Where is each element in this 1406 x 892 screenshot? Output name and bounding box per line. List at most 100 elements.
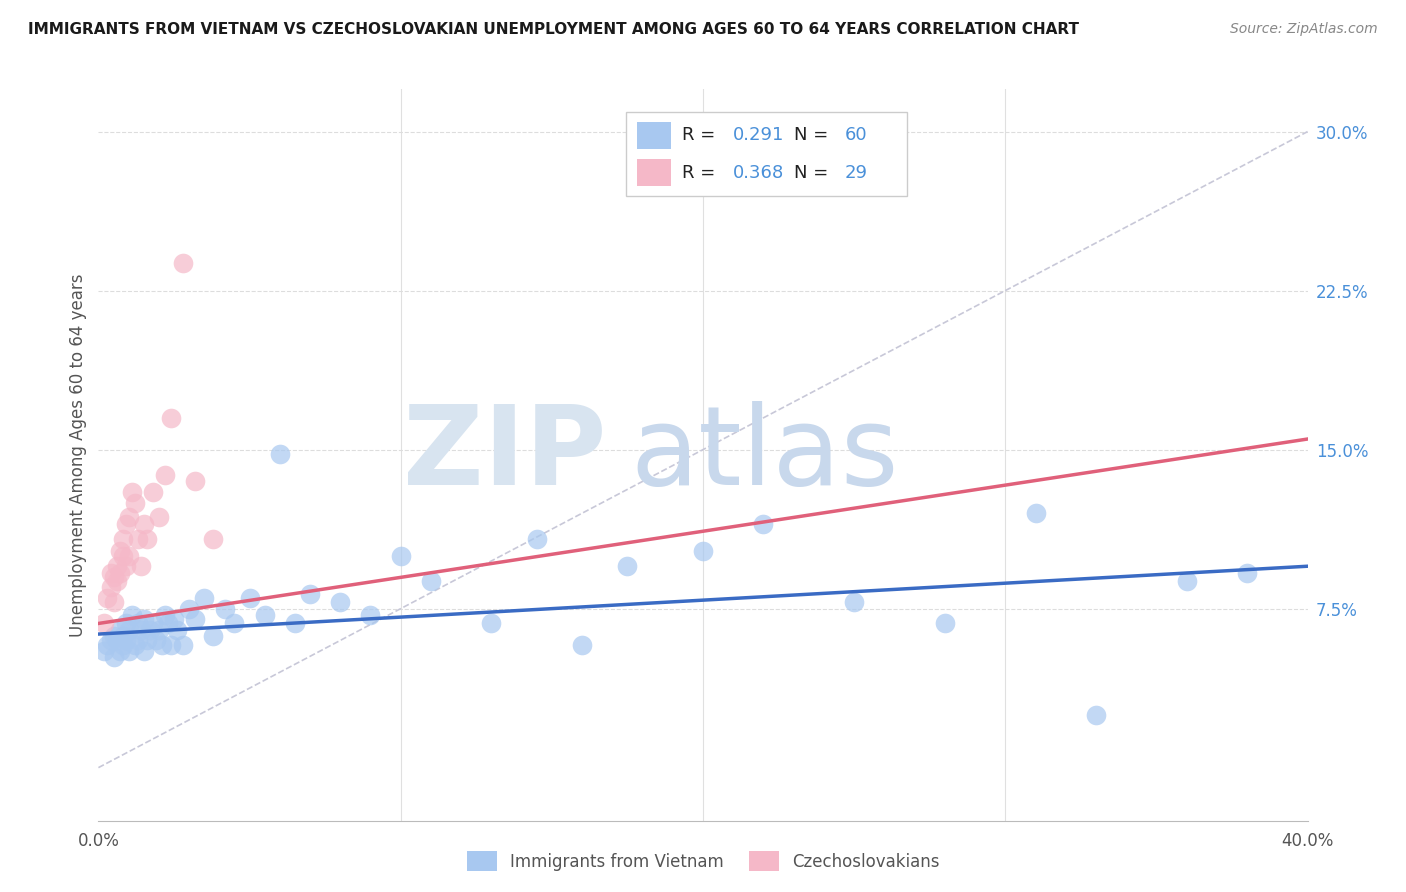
Point [172,256,194,270]
Point [184,612,207,626]
Point [153,607,176,622]
Point [108,623,131,637]
Point [127,633,149,648]
Point [105,574,128,588]
Point [100,581,122,595]
Point [105,559,128,574]
Point [96,591,118,605]
Point [752,516,775,531]
Point [105,633,128,648]
Point [145,633,167,648]
Text: 29: 29 [845,163,868,181]
Point [111,629,134,643]
Point [202,532,225,546]
Point [1085,707,1108,722]
Point [114,516,136,531]
Point [96,638,118,652]
Text: 0.291: 0.291 [733,127,785,145]
Legend: Immigrants from Vietnam, Czechoslovakians: Immigrants from Vietnam, Czechoslovakian… [460,845,946,878]
Point [329,595,352,609]
Point [103,595,125,609]
Point [166,623,188,637]
Text: N =: N = [794,163,834,181]
Point [184,475,207,489]
Point [142,616,165,631]
Bar [637,121,671,149]
Point [108,566,131,580]
Bar [637,159,671,186]
Point [934,616,956,631]
Point [389,549,412,563]
Point [118,623,141,637]
Y-axis label: Unemployment Among Ages 60 to 64 years: Unemployment Among Ages 60 to 64 years [69,273,87,637]
Point [103,629,125,643]
Text: atlas: atlas [630,401,898,508]
Point [148,623,170,637]
Point [118,510,141,524]
Point [193,591,215,605]
Text: N =: N = [794,127,834,145]
Point [132,644,155,658]
Point [121,607,143,622]
Text: 60: 60 [845,127,868,145]
Point [139,623,162,637]
Point [108,544,131,558]
Point [526,532,548,546]
Point [121,485,143,500]
Text: 0.368: 0.368 [733,163,783,181]
Point [127,532,149,546]
Point [481,616,503,631]
Point [118,644,141,658]
Point [114,616,136,631]
Point [284,616,307,631]
Point [93,616,115,631]
Point [172,638,194,652]
Point [111,549,134,563]
Text: R =: R = [682,163,721,181]
Point [571,638,593,652]
Point [111,638,134,652]
Point [129,623,152,637]
Point [1024,506,1046,520]
Point [100,566,122,580]
Point [1175,574,1198,588]
Point [153,468,176,483]
Point [135,633,157,648]
Text: ZIP: ZIP [404,401,606,508]
Point [692,544,714,558]
Point [179,601,201,615]
Point [135,532,157,546]
Text: R =: R = [682,127,721,145]
Point [163,612,186,626]
Point [616,559,638,574]
Point [150,638,173,652]
Point [114,633,136,648]
Point [132,516,155,531]
Point [93,644,115,658]
Point [129,559,152,574]
Point [142,485,165,500]
Point [114,559,136,574]
Point [202,629,225,643]
Point [1236,566,1258,580]
Point [103,650,125,665]
Point [156,616,179,631]
Point [420,574,443,588]
Point [148,510,170,524]
Point [124,495,146,509]
Point [111,532,134,546]
Point [127,616,149,631]
Point [299,587,322,601]
Point [160,638,183,652]
Text: IMMIGRANTS FROM VIETNAM VS CZECHOSLOVAKIAN UNEMPLOYMENT AMONG AGES 60 TO 64 YEAR: IMMIGRANTS FROM VIETNAM VS CZECHOSLOVAKI… [28,22,1080,37]
FancyBboxPatch shape [626,112,907,196]
Point [124,638,146,652]
Point [253,607,276,622]
Point [224,616,246,631]
Point [269,447,291,461]
Point [132,612,155,626]
Point [160,410,183,425]
Point [100,633,122,648]
Point [239,591,262,605]
Point [103,570,125,584]
